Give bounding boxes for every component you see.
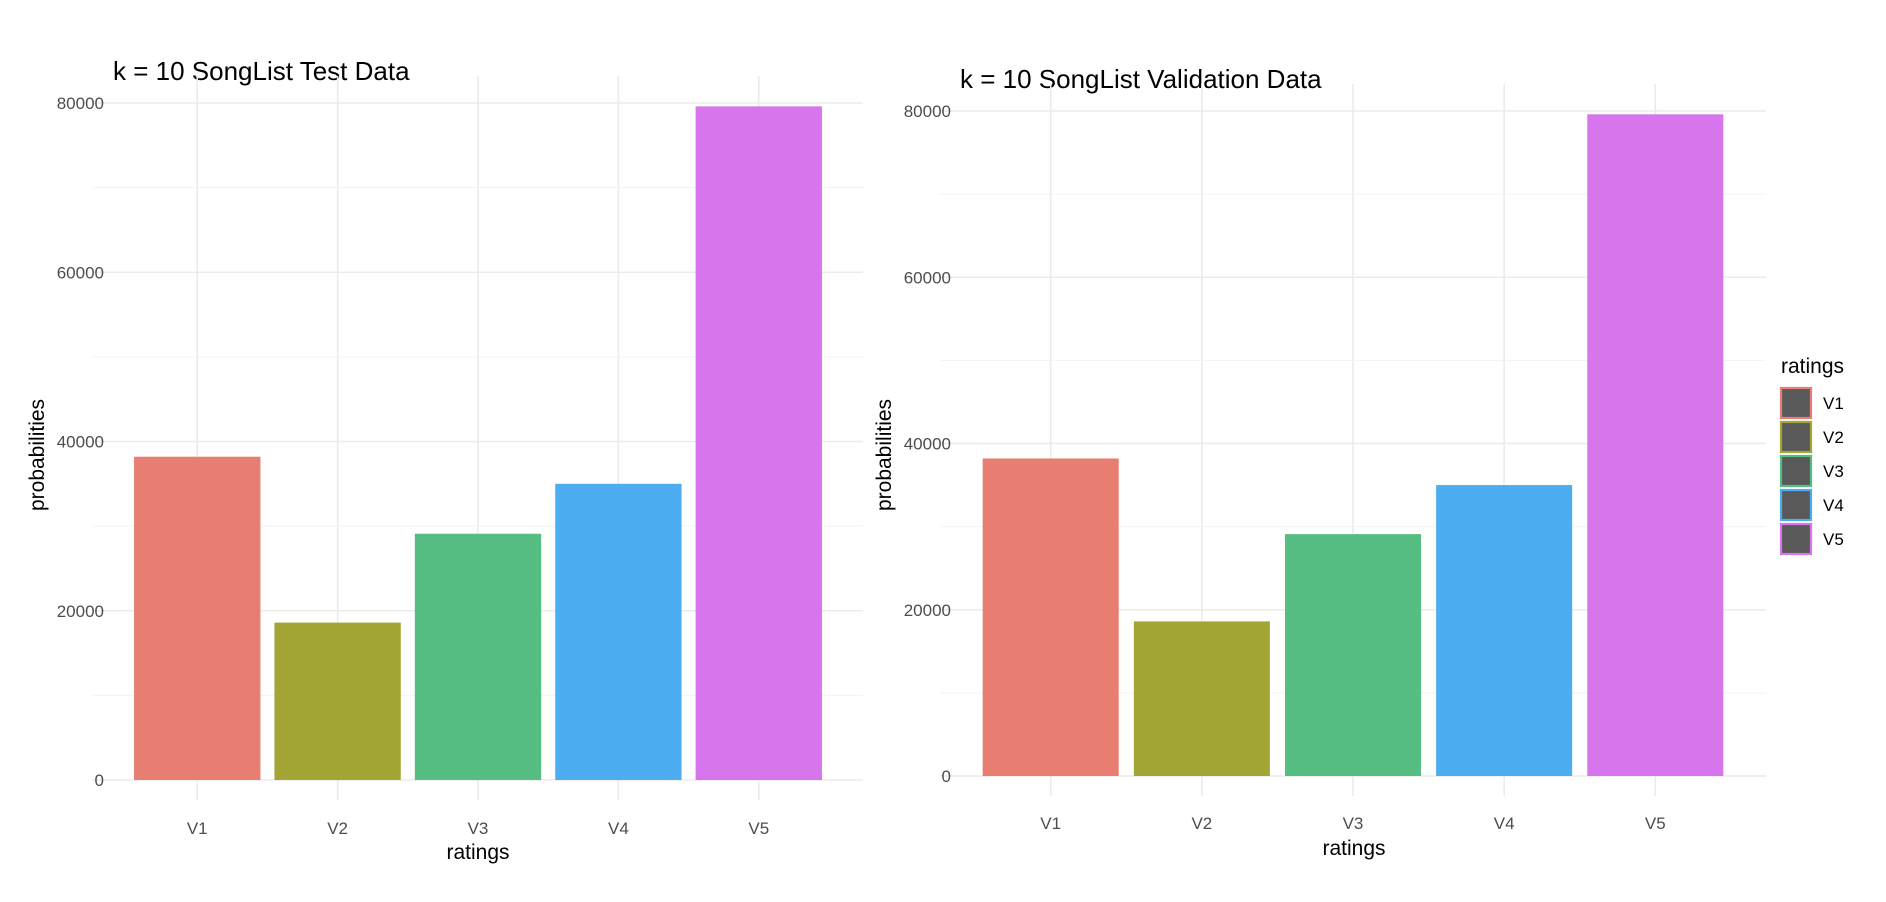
legend-key-v4: [1779, 488, 1813, 522]
validation-x-tick-label: V4: [1494, 814, 1515, 833]
legend-items: V1 V2 V3 V4 V5: [1779, 386, 1844, 556]
validation-x-tick-label: V1: [1040, 814, 1061, 833]
test-chart-title: k = 10 SongList Test Data: [113, 56, 410, 86]
legend-label-v2: V2: [1823, 428, 1844, 447]
validation-bar-v3: [1284, 534, 1422, 776]
legend-label-v1: V1: [1823, 394, 1844, 413]
validation-bars: [982, 114, 1724, 776]
validation-y-axis-title: probabilities: [873, 399, 896, 511]
legend-label-v5: V5: [1823, 530, 1844, 549]
validation-y-tick-labels: 0 20000 40000 60000 80000: [904, 102, 951, 786]
validation-x-tick-label: V5: [1645, 814, 1666, 833]
test-bars: [134, 106, 822, 780]
test-y-tick-label: 20000: [57, 602, 104, 621]
validation-y-tick-label: 60000: [904, 268, 951, 287]
validation-x-tick-labels: V1 V2 V3 V4 V5: [1040, 814, 1665, 833]
legend: ratings V1 V2 V3 V4 V5: [1779, 355, 1844, 556]
test-x-axis-title: ratings: [446, 841, 509, 864]
validation-y-tick-label: 20000: [904, 601, 951, 620]
test-x-tick-label: V2: [327, 819, 348, 838]
test-y-tick-label: 60000: [57, 263, 104, 282]
test-data-panel: k = 10 SongList Test Data 0 20000 40000 600…: [26, 56, 863, 864]
test-x-tick-label: V4: [608, 819, 629, 838]
legend-key-v3: [1779, 454, 1813, 488]
validation-x-tick-label: V2: [1191, 814, 1212, 833]
legend-label-v4: V4: [1823, 496, 1844, 515]
test-x-tick-label: V3: [468, 819, 489, 838]
test-y-tick-labels: 0 20000 40000 60000 80000: [57, 94, 104, 790]
validation-x-tick-label: V3: [1343, 814, 1364, 833]
test-bar-v2: [274, 622, 401, 780]
test-bar-v1: [134, 456, 261, 780]
validation-bar-v5: [1587, 114, 1724, 776]
validation-y-tick-label: 40000: [904, 435, 951, 454]
test-bar-v5: [695, 106, 822, 780]
validation-y-tick-label: 0: [942, 767, 951, 786]
legend-label-v3: V3: [1823, 462, 1844, 481]
legend-key-v2: [1779, 420, 1813, 454]
test-y-tick-label: 80000: [57, 94, 104, 113]
legend-key-v1: [1779, 386, 1813, 420]
test-x-tick-label: V5: [748, 819, 769, 838]
validation-data-panel: k = 10 SongList Validation Data 0 20000 40…: [873, 64, 1766, 860]
validation-bar-v1: [982, 458, 1119, 776]
legend-title: ratings: [1781, 355, 1844, 378]
validation-y-tick-label: 80000: [904, 102, 951, 121]
validation-x-axis-title: ratings: [1322, 837, 1385, 860]
test-y-axis-title: probabilities: [26, 399, 49, 511]
test-bar-v3: [414, 533, 542, 780]
validation-bar-v2: [1133, 621, 1270, 776]
validation-bar-v4: [1436, 485, 1573, 776]
legend-key-v5: [1779, 522, 1813, 556]
test-bar-v4: [555, 483, 682, 780]
test-y-tick-label: 40000: [57, 433, 104, 452]
test-x-tick-labels: V1 V2 V3 V4 V5: [187, 819, 769, 838]
test-x-tick-label: V1: [187, 819, 208, 838]
test-y-tick-label: 0: [95, 771, 104, 790]
validation-chart-title: k = 10 SongList Validation Data: [960, 64, 1322, 94]
